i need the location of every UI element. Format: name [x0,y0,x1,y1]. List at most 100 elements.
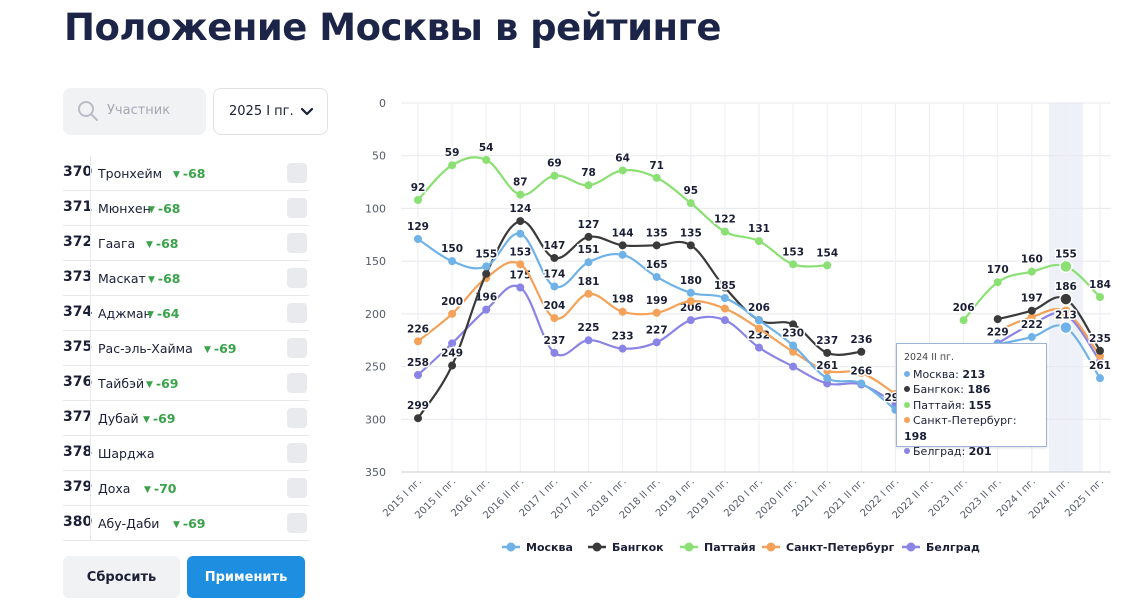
period-select[interactable]: 2025 I пг. [213,88,328,135]
ranking-change-value: -68 [182,166,206,181]
reset-button[interactable]: Сбросить [63,556,180,598]
data-point [720,294,729,303]
data-point [823,366,832,375]
ranking-row[interactable]: 370 Тронхейм ▼ -68 [63,156,309,191]
ranking-city: Гаага [98,236,136,251]
legend-label: Паттайя [704,541,756,554]
ranking-row[interactable]: 377 Дубай ▼ -69 [63,401,309,436]
row-checkbox[interactable] [287,303,307,323]
ranking-change: ▼ -69 [146,376,179,391]
row-divider [90,436,91,470]
data-point [448,257,457,266]
row-checkbox[interactable] [287,443,307,463]
ranking-change: ▼ -64 [147,306,180,321]
data-point [550,171,559,180]
legend-item: Москва [502,541,573,554]
row-checkbox[interactable] [287,233,307,253]
row-divider [90,261,91,295]
ranking-city: Дубай [98,411,139,426]
data-point [584,336,593,345]
data-point [550,282,559,291]
data-point [516,190,525,199]
row-checkbox[interactable] [287,198,307,218]
data-point [516,260,525,269]
data-point [482,262,491,271]
tooltip-header: 2024 II пг. [904,352,955,363]
ranking-position: 380 [63,514,93,530]
row-checkbox[interactable] [287,163,307,183]
series-line [997,308,1101,357]
tooltip-row: Бангкок: 186 [904,382,1039,398]
data-label: 124 [509,203,531,215]
data-label: 186 [1055,281,1077,293]
series-line [997,324,1101,379]
down-arrow-icon: ▼ [148,205,155,215]
data-label: 180 [680,275,702,287]
ranking-change-value: -69 [182,516,206,531]
data-label: 165 [646,259,668,271]
data-label: 153 [509,246,531,258]
data-point [584,181,593,190]
data-point [857,347,866,356]
ranking-row[interactable]: 380 Абу-Даби ▼ -69 [63,506,309,541]
data-point [993,315,1002,324]
tooltip-series-dot [904,417,910,423]
ranking-row[interactable]: 376 Тайбэй ▼ -69 [63,366,309,401]
row-checkbox[interactable] [287,478,307,498]
data-point [1027,313,1036,322]
data-label: 206 [953,302,975,314]
row-checkbox[interactable] [287,513,307,533]
row-checkbox[interactable] [287,408,307,428]
ranking-row[interactable]: 374 Аджман ▼ -64 [63,296,309,331]
ranking-change-value: -69 [155,376,179,391]
data-point [789,341,798,350]
ranking-row[interactable]: 371 Мюнхен ▼ -68 [63,191,309,226]
ranking-position: 379 [63,479,93,495]
ranking-position: 371 [63,199,93,215]
ranking-row[interactable]: 373 Маскат ▼ -68 [63,261,309,296]
data-label: 131 [748,223,770,235]
tooltip-series-name: Паттайя [913,398,962,412]
legend-label: Бангкок [612,541,664,554]
ranking-change: ▼ -70 [144,481,177,496]
data-label: 204 [543,300,565,312]
data-label: 226 [407,323,429,335]
ranking-list: 370 Тронхейм ▼ -68 371 Мюнхен ▼ -68 372 Гаага ▼ -68… [63,156,309,541]
ranking-row[interactable]: 379 Доха ▼ -70 [63,471,309,506]
down-arrow-icon: ▼ [146,240,153,250]
row-divider [90,366,91,400]
data-point [1027,320,1036,329]
data-label: 92 [411,182,426,194]
ranking-row[interactable]: 378 Шарджа [63,436,309,471]
period-select-value: 2025 I пг. [229,104,294,119]
apply-button[interactable]: Применить [187,556,305,598]
ranking-change-value: -68 [155,236,179,251]
data-point [652,338,661,347]
data-point [720,316,729,325]
data-point [516,229,525,238]
legend-label: Белград [926,541,980,554]
row-checkbox[interactable] [287,338,307,358]
legend-label: Санкт-Петербург [786,541,895,554]
ranking-position: 372 [63,234,93,250]
data-point [448,161,457,170]
data-label: 155 [475,248,497,260]
row-checkbox[interactable] [287,268,307,288]
tooltip-row: Паттайя: 155 [904,398,1039,414]
series-2: 92 59 54 87 69 78 64 71 95 122 131 153 154 206 170 160 1… [409,140,1112,325]
data-label: 198 [612,294,634,306]
data-label: 199 [646,295,668,307]
row-checkbox[interactable] [287,373,307,393]
participant-search-input[interactable]: Участник [63,88,206,135]
data-label: 147 [543,240,565,252]
data-label: 206 [748,302,770,314]
legend-marker [906,542,916,552]
ranking-row[interactable]: 375 Рас-эль-Хайма ▼ -69 [63,331,309,366]
ranking-row[interactable]: 372 Гаага ▼ -68 [63,226,309,261]
ranking-change-value: -69 [213,341,237,356]
data-label: 135 [680,227,702,239]
ranking-change: ▼ -68 [148,201,181,216]
data-point [516,217,525,226]
data-point [686,316,695,325]
